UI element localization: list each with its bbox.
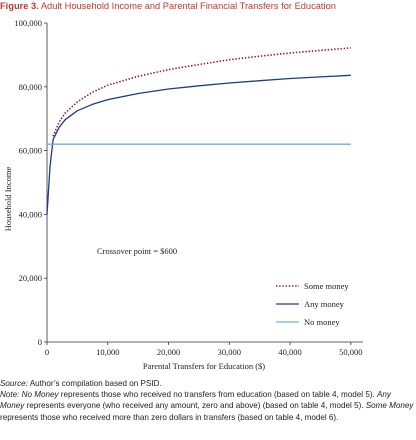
note-term-no-money: No Money: [21, 390, 59, 400]
y-tick-label: 80,000: [19, 82, 42, 92]
y-tick-label: 60,000: [19, 146, 42, 156]
x-tick-label: 40,000: [278, 347, 301, 357]
figure-title-text: Adult Household Income and Parental Fina…: [40, 1, 336, 11]
y-tick-label: 20,000: [19, 273, 42, 283]
note-term-any-money: Any Money: [0, 390, 391, 411]
x-tick-label: 50,000: [339, 347, 362, 357]
x-axis-title: Parental Transfers for Education ($): [143, 361, 265, 371]
note-label: Note:: [0, 390, 20, 400]
y-tick-label: 0: [38, 337, 42, 347]
legend-label: Some money: [304, 281, 349, 291]
note-text-2: represents everyone (who received any am…: [24, 401, 366, 411]
x-tick-label: 0: [45, 347, 49, 357]
legend-label: Any money: [304, 299, 345, 309]
chart-axes: 0 20,000 40,000 60,000 80,000 100,000 0 10,000 2…: [14, 18, 363, 357]
source-text: Author’s compilation based on PSID.: [27, 379, 162, 388]
note-text-1: represents those who received no transfe…: [58, 390, 378, 400]
note-text-3: represents those who received more than …: [0, 412, 339, 422]
legend-label: No money: [304, 317, 340, 327]
chart-series: [46, 47, 351, 215]
figure-title: Figure 3. Adult Household Income and Par…: [0, 1, 336, 11]
y-tick-label: 100,000: [14, 18, 42, 28]
series-line-some-money: [52, 47, 351, 137]
note-term-some-money: Some Money: [365, 401, 414, 411]
note-paragraph: Note: No Money represents those who rece…: [0, 389, 414, 423]
y-axis-title: Household Income: [3, 167, 13, 232]
x-tick-label: 20,000: [157, 347, 180, 357]
y-tick-label: 40,000: [19, 209, 42, 219]
source-label: Source:: [0, 379, 28, 388]
crossover-annotation: Crossover point = $600: [97, 246, 177, 256]
chart-legend: Some money Any money No money: [276, 281, 349, 327]
figure-label: Figure 3.: [0, 1, 39, 11]
line-chart: 0 20,000 40,000 60,000 80,000 100,000 0 10,000 2…: [3, 18, 363, 371]
series-line-any-money: [46, 74, 351, 215]
figure-notes: Source: Author’s compilation based on PS…: [0, 378, 414, 423]
x-tick-label: 30,000: [218, 347, 241, 357]
x-tick-label: 10,000: [96, 347, 119, 357]
source-line: Source: Author’s compilation based on PS…: [0, 378, 414, 389]
